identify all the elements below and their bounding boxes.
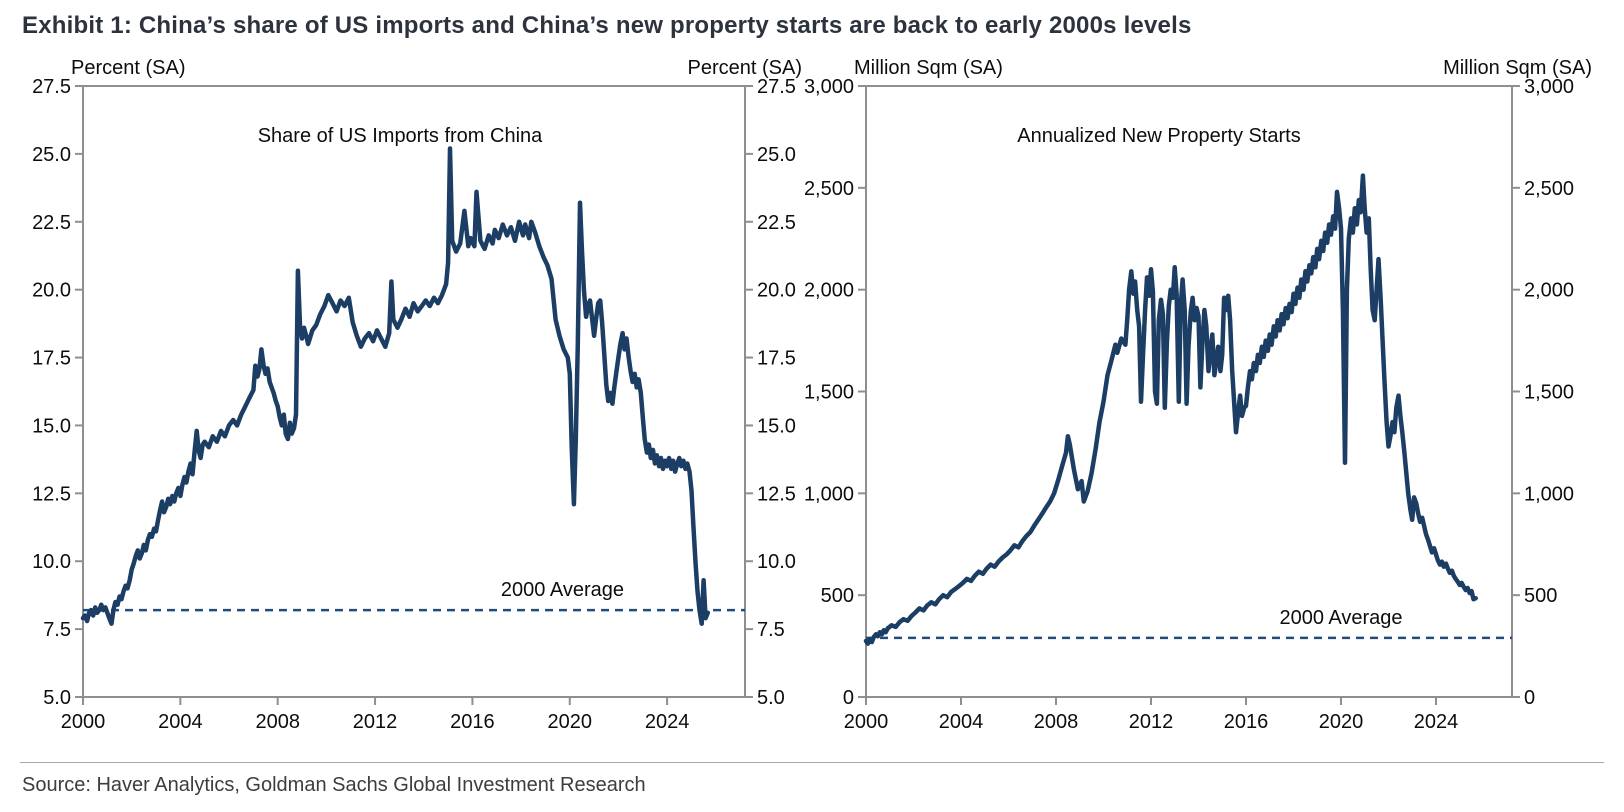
x-axis-tick-label: 2000 xyxy=(61,711,106,733)
x-axis-tick-label: 2012 xyxy=(1129,711,1174,733)
y-axis-tick-label-left: 17.5 xyxy=(32,348,71,370)
source-text: Source: Haver Analytics, Goldman Sachs G… xyxy=(22,774,646,796)
x-axis-tick-label: 2000 xyxy=(844,711,889,733)
x-axis-tick-label: 2020 xyxy=(1319,711,1364,733)
series-line xyxy=(80,146,711,626)
x-axis-tick-label: 2004 xyxy=(158,711,203,733)
chart-inner-title: Share of US Imports from China xyxy=(258,125,543,147)
y-axis-tick-label-left: 0 xyxy=(843,687,854,709)
y-axis-tick-label-left: 15.0 xyxy=(32,415,71,437)
exhibit-title: Exhibit 1: China’s share of US imports a… xyxy=(22,12,1192,39)
y-axis-tick-label-right: 3,000 xyxy=(1524,76,1574,98)
y-axis-tick-label-left: 12.5 xyxy=(32,483,71,505)
y-axis-unit-label-left: Million Sqm (SA) xyxy=(854,57,1003,79)
y-axis-tick-label-left: 20.0 xyxy=(32,280,71,302)
x-axis-tick-label: 2016 xyxy=(450,711,495,733)
y-axis-tick-label-right: 12.5 xyxy=(757,483,796,505)
y-axis-tick-label-left: 5.0 xyxy=(43,687,71,709)
x-axis-tick-label: 2004 xyxy=(939,711,984,733)
y-axis-tick-label-right: 1,000 xyxy=(1524,483,1574,505)
x-axis-tick-label: 2012 xyxy=(353,711,398,733)
y-axis-tick-label-left: 27.5 xyxy=(32,76,71,98)
y-axis-tick-label-right: 500 xyxy=(1524,585,1557,607)
average-line-label: 2000 Average xyxy=(501,579,624,601)
y-axis-tick-label-right: 7.5 xyxy=(757,619,785,641)
y-axis-tick-label-right: 17.5 xyxy=(757,348,796,370)
y-axis-tick-label-right: 5.0 xyxy=(757,687,785,709)
y-axis-tick-label-left: 500 xyxy=(821,585,854,607)
y-axis-tick-label-right: 0 xyxy=(1524,687,1535,709)
x-axis-tick-label: 2024 xyxy=(1414,711,1459,733)
y-axis-tick-label-left: 2,500 xyxy=(804,178,854,200)
y-axis-tick-label-left: 7.5 xyxy=(43,619,71,641)
y-axis-tick-label-right: 20.0 xyxy=(757,280,796,302)
series-line xyxy=(863,173,1478,646)
y-axis-tick-label-right: 2,500 xyxy=(1524,178,1574,200)
average-line-label: 2000 Average xyxy=(1279,607,1402,629)
x-axis-tick-label: 2024 xyxy=(645,711,690,733)
y-axis-tick-label-right: 15.0 xyxy=(757,415,796,437)
y-axis-tick-label-right: 1,500 xyxy=(1524,382,1574,404)
y-axis-tick-label-right: 2,000 xyxy=(1524,280,1574,302)
y-axis-tick-label-right: 22.5 xyxy=(757,212,796,234)
y-axis-tick-label-left: 22.5 xyxy=(32,212,71,234)
y-axis-unit-label-right: Million Sqm (SA) xyxy=(1443,57,1592,79)
x-axis-tick-label: 2020 xyxy=(548,711,593,733)
x-axis-tick-label: 2016 xyxy=(1224,711,1269,733)
plot-frame xyxy=(82,85,746,698)
y-axis-tick-label-right: 10.0 xyxy=(757,551,796,573)
y-axis-tick-label-left: 25.0 xyxy=(32,144,71,166)
y-axis-tick-label-left: 1,000 xyxy=(804,483,854,505)
x-axis-tick-label: 2008 xyxy=(1034,711,1079,733)
y-axis-tick-label-right: 27.5 xyxy=(757,76,796,98)
y-axis-tick-label-right: 25.0 xyxy=(757,144,796,166)
y-axis-unit-label-right: Percent (SA) xyxy=(688,57,802,79)
y-axis-tick-label-left: 3,000 xyxy=(804,76,854,98)
chart-inner-title: Annualized New Property Starts xyxy=(1017,125,1300,147)
y-axis-unit-label-left: Percent (SA) xyxy=(71,57,185,79)
y-axis-tick-label-left: 10.0 xyxy=(32,551,71,573)
y-axis-tick-label-left: 1,500 xyxy=(804,382,854,404)
y-axis-tick-label-left: 2,000 xyxy=(804,280,854,302)
x-axis-tick-label: 2008 xyxy=(255,711,300,733)
source-divider xyxy=(20,762,1604,763)
